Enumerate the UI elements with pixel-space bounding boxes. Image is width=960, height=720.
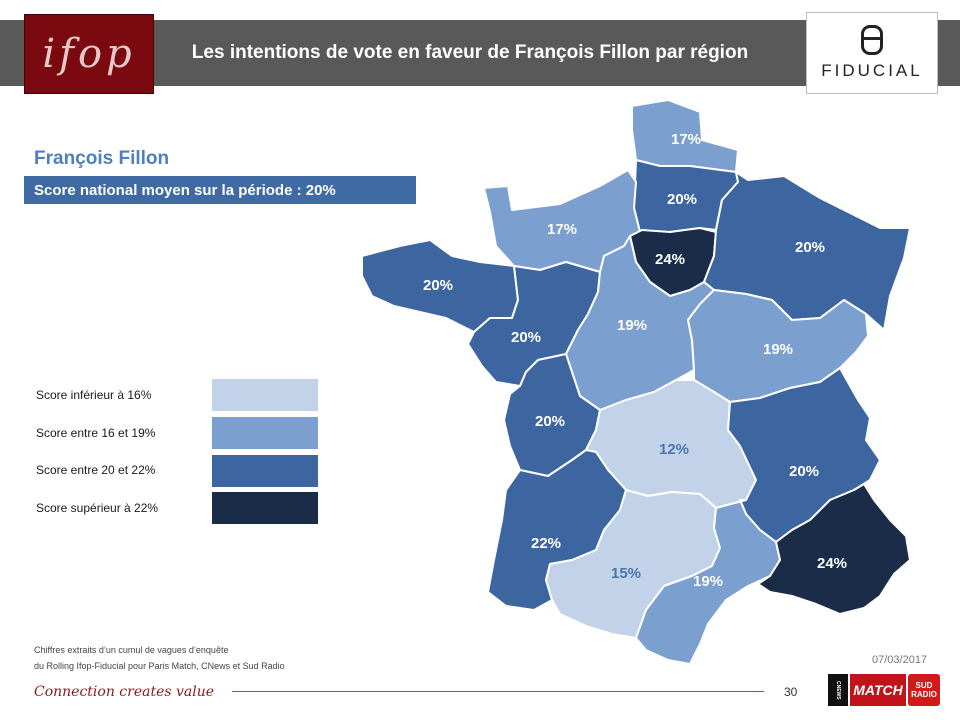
national-score-banner: Score national moyen sur la période : 20… — [24, 176, 416, 204]
footnote: Chiffres extraits d’un cumul de vagues d… — [34, 645, 285, 671]
slide-date: 07/03/2017 — [872, 654, 928, 666]
region-label-poitou-charentes: 20% — [535, 413, 565, 430]
paris-match-logo: MATCH — [850, 674, 906, 706]
region-label-rhone-alpes: 20% — [789, 463, 819, 480]
slide-title: Les intentions de vote en faveur de Fran… — [191, 42, 749, 63]
legend-label-2: Score entre 16 et 19% — [36, 426, 156, 440]
legend-label-1: Score inférieur à 16% — [36, 388, 152, 402]
region-label-centre: 19% — [617, 317, 647, 334]
region-label-limousin-auvergne: 12% — [659, 441, 689, 458]
legend-label-4: Score supérieur à 22% — [36, 501, 159, 515]
region-label-est: 20% — [795, 239, 825, 256]
sud-radio-logo: SUD RADIO — [908, 674, 940, 706]
cnews-logo: CNEWS — [828, 674, 848, 706]
region-label-normandie: 17% — [547, 221, 577, 238]
footer-rule — [232, 691, 764, 692]
fiducial-logo: FIDUCIAL — [806, 12, 938, 94]
legend-swatch-4 — [212, 492, 318, 524]
candidate-name: François Fillon — [34, 148, 170, 169]
header-bar — [0, 20, 960, 86]
legend-swatch-1 — [212, 379, 318, 411]
region-label-aquitaine: 22% — [531, 535, 561, 552]
region-label-midi-pyrenees: 15% — [611, 565, 641, 582]
region-languedoc-roussillon — [635, 499, 781, 665]
legend-swatch-2 — [212, 417, 318, 449]
region-label-nord: 17% — [671, 131, 701, 148]
legend-swatch-3 — [212, 455, 318, 487]
region-label-pays-de-la-loire: 20% — [511, 329, 541, 346]
region-label-paca: 24% — [817, 555, 847, 572]
ifop-logo: ifop — [24, 14, 154, 94]
fiducial-mark-icon — [861, 25, 883, 55]
tagline: Connection creates value — [34, 684, 215, 700]
region-label-languedoc-roussillon: 19% — [693, 573, 723, 590]
page-number: 30 — [784, 685, 798, 699]
legend-label-3: Score entre 20 et 22% — [36, 463, 156, 477]
region-label-picardie: 20% — [667, 191, 697, 208]
region-label-ile-de-france: 24% — [655, 251, 685, 268]
region-label-bretagne: 20% — [423, 277, 453, 294]
region-label-bourgogne-franche-comte: 19% — [763, 341, 793, 358]
region-paca — [757, 483, 911, 615]
